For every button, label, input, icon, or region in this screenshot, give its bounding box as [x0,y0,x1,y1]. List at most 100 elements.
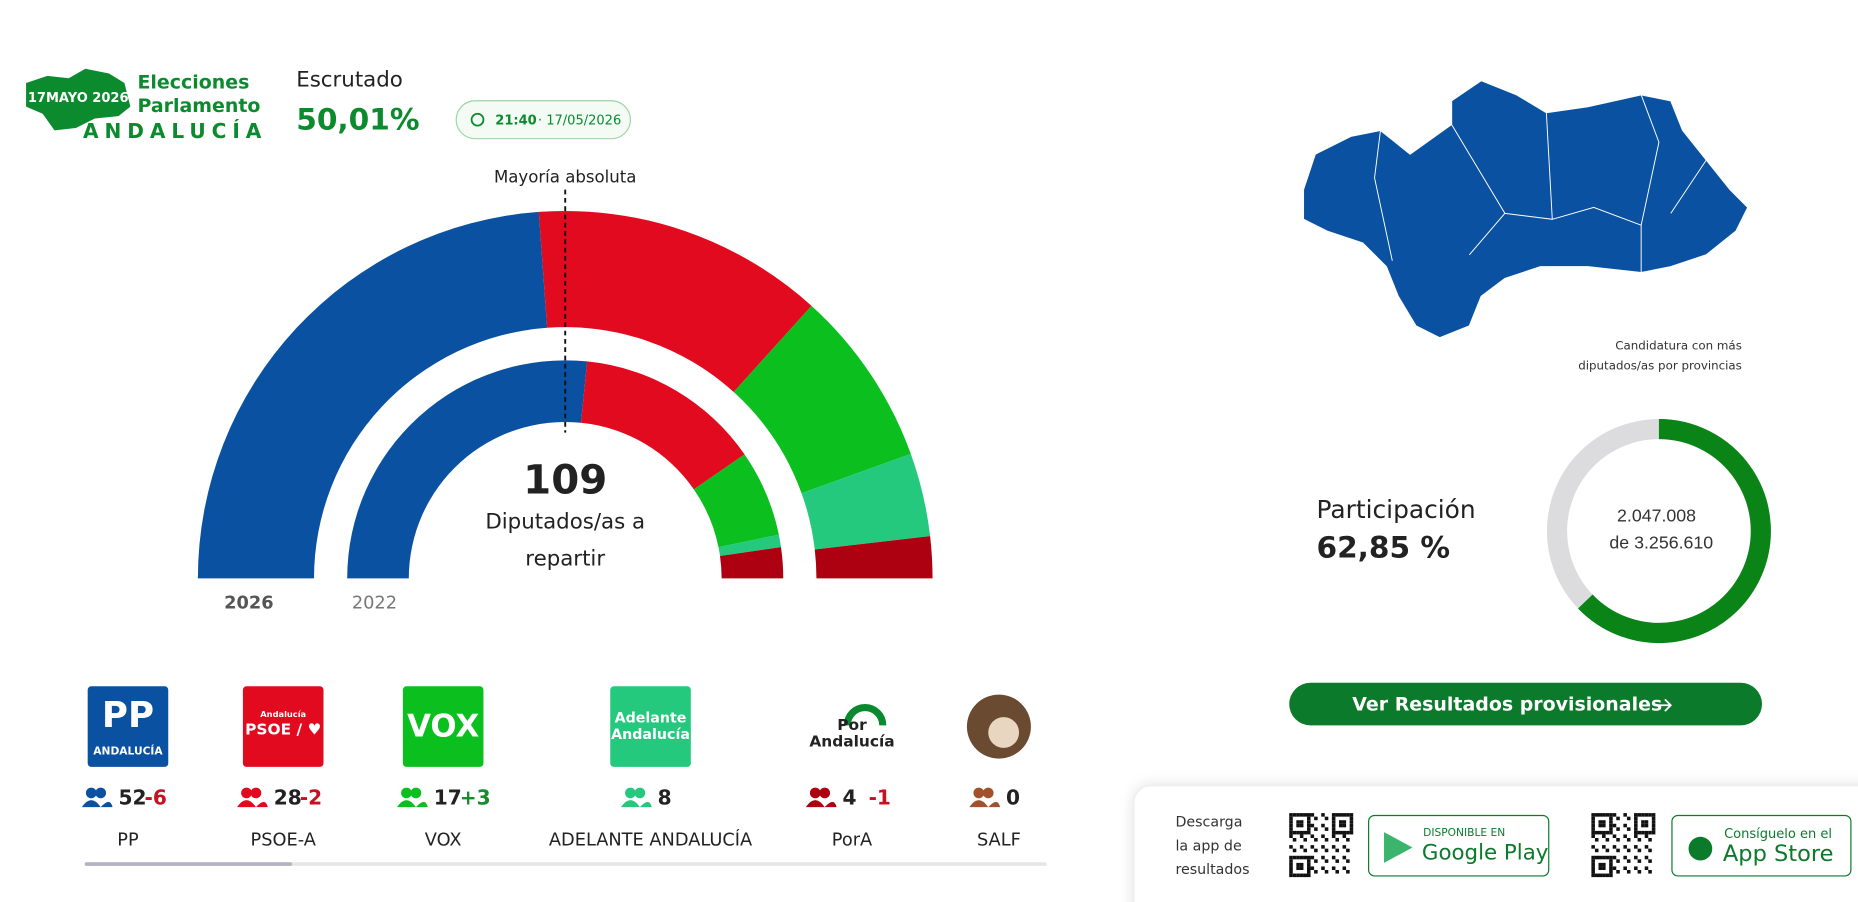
qr-cell [1634,866,1638,870]
badge-bg[interactable] [1671,814,1852,877]
qr-cell [1289,823,1293,828]
qr-code [1289,813,1354,878]
qr-cell [1594,830,1599,835]
logo-text: Andalucía [260,709,306,719]
qr-cell [1331,830,1336,835]
qr-cell [1310,855,1315,860]
qr-cell [1616,816,1620,821]
qr-cell [1310,813,1315,817]
qr-cell [1299,830,1304,835]
qr-cell [1598,823,1603,828]
qr-cell [1331,820,1336,824]
qr-cell [1349,823,1354,828]
qr-cell [1342,845,1347,849]
map-caption: diputados/as por provincias [1578,359,1742,373]
qr-cell [1626,827,1631,831]
qr-cell [1605,855,1610,860]
qr-cell [1289,813,1293,817]
qr-cell [1321,845,1325,849]
qr-cell [1342,866,1347,870]
qr-cell [1296,823,1300,828]
button-bg[interactable] [1289,682,1763,726]
qr-cell [1644,855,1649,860]
qr-cell [1306,820,1311,824]
badge-large[interactable]: Google Play [1422,840,1548,865]
qr-cell [1342,823,1347,828]
qr-cell [1609,873,1613,878]
qr-cell [1335,869,1339,874]
results-button[interactable]: Ver Resultados provisionales [1289,682,1763,726]
party: PP ANDALUCÍA 52-6 PP [81,686,169,850]
qr-cell [1324,816,1329,821]
badge-large[interactable]: App Store [1723,841,1834,867]
qr-cell [1346,848,1350,853]
qr-cell [1299,873,1304,878]
seats: 0 [1006,785,1020,809]
qr-cell [1314,848,1318,853]
qr-cell [1637,830,1642,835]
qr-cell [1296,830,1300,835]
qr-cell [1306,866,1311,870]
qr-cell [1612,845,1617,849]
qr-cell [1602,830,1606,835]
seat-segment [580,361,745,490]
qr-cell [1306,859,1311,863]
logo-text: Andalucía [611,727,690,743]
qr-cell [1594,855,1599,860]
qr-cell [1299,820,1304,824]
seats: 4 [842,785,856,809]
badge-bg[interactable] [1368,814,1550,877]
year-current: 2026 [224,593,273,613]
logo-face [988,717,1020,748]
qr-cell [1292,813,1297,817]
qr-cell [1331,813,1336,817]
qr-cell [1591,859,1595,863]
seats: 8 [658,785,672,809]
qr-cell [1634,823,1638,828]
badge-small[interactable]: DISPONIBLE EN [1423,826,1505,839]
people-icon [241,787,252,799]
logo-date: 17MAYO 2026 [28,91,129,106]
seat-segment [538,210,812,393]
google-play-badge[interactable]: DISPONIBLE EN Google Play [1368,814,1550,877]
qr-cell [1612,813,1617,817]
qr-cell [1303,848,1307,853]
button-label[interactable]: Ver Resultados provisionales [1352,694,1662,716]
qr-cell [1321,855,1325,860]
badge-small[interactable]: Consíguelo en el [1724,827,1832,842]
people-icon [625,787,636,799]
qr-cell [1314,837,1318,842]
logo-text: PP [102,695,154,736]
qr-cell [1349,816,1354,821]
seat-segment [801,453,931,550]
qr-cell [1591,845,1595,849]
qr-cell [1602,823,1606,828]
qr-cell [1310,866,1315,870]
qr-cell [1289,820,1293,824]
qr-cell [1602,866,1606,870]
qr-cell [1299,823,1304,828]
qr-cell [1609,823,1613,828]
qr-cell [1591,862,1595,867]
qr-cell [1648,830,1652,835]
qr-cell [1289,859,1293,863]
qr-cell [1331,834,1336,838]
qr-cell [1314,859,1318,863]
seat-segment [693,454,779,548]
clock-icon [470,112,485,127]
logo-line: Parlamento [137,95,260,117]
qr-cell [1335,837,1339,842]
qr-cell [1609,830,1613,835]
qr-cell [1289,816,1293,821]
qr-cell [1602,834,1606,838]
people-icon [396,800,428,808]
logo-text: PSOE / ♥ [245,721,321,739]
app-store-badge[interactable]: Consíguelo en el App Store [1671,814,1852,877]
qr-cell [1338,820,1343,824]
app-panel: Descarga la app de resultados DISPONIBLE… [1133,785,1858,902]
qr-cell [1331,866,1336,870]
qr-cell [1299,866,1304,870]
people-icon [401,787,412,799]
qr-cell [1591,866,1595,870]
qr-cell [1598,862,1603,867]
